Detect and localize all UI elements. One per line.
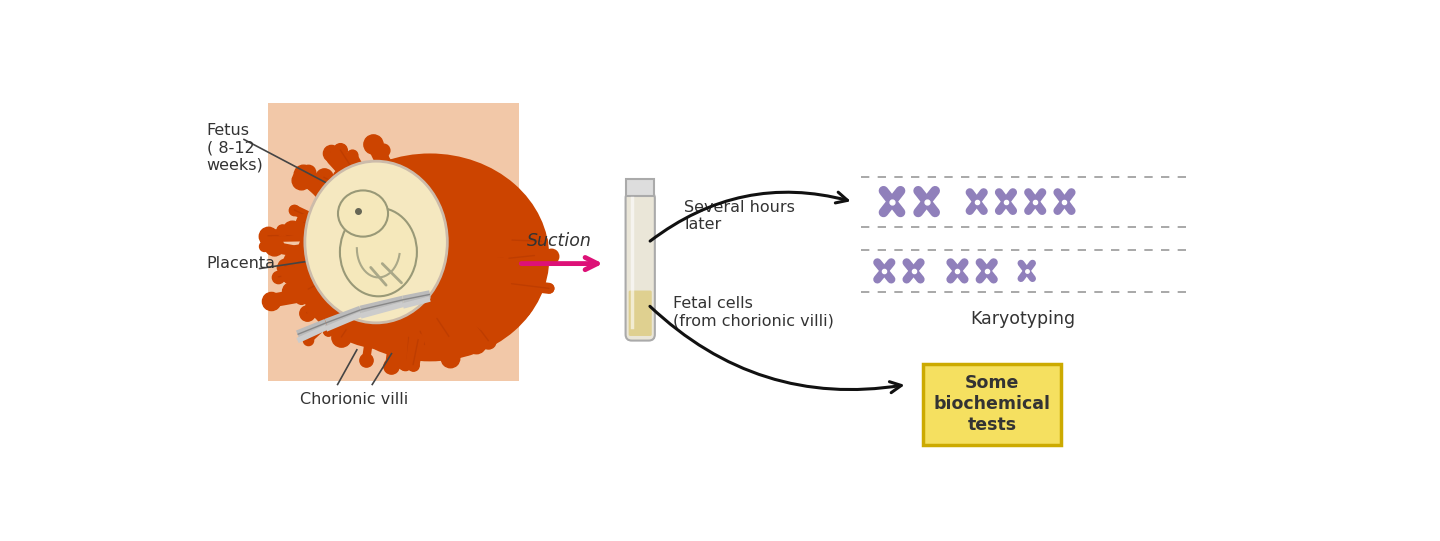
Ellipse shape bbox=[311, 154, 549, 361]
Text: Chorionic villi: Chorionic villi bbox=[301, 392, 409, 407]
Ellipse shape bbox=[340, 208, 418, 296]
Text: Fetal cells
(from chorionic villi): Fetal cells (from chorionic villi) bbox=[672, 296, 834, 328]
Bar bbox=[268, 103, 518, 381]
Ellipse shape bbox=[334, 207, 449, 307]
FancyBboxPatch shape bbox=[625, 192, 655, 341]
FancyBboxPatch shape bbox=[923, 364, 1061, 445]
Text: Suction: Suction bbox=[527, 232, 592, 250]
Text: Karyotyping: Karyotyping bbox=[971, 310, 1076, 328]
Ellipse shape bbox=[338, 190, 387, 236]
Text: Placenta: Placenta bbox=[207, 256, 275, 271]
Bar bbox=[626, 179, 654, 196]
Text: Fetus
( 8-12
weeks): Fetus ( 8-12 weeks) bbox=[207, 123, 264, 173]
Ellipse shape bbox=[305, 161, 448, 323]
Text: Several hours
later: Several hours later bbox=[684, 200, 795, 232]
Ellipse shape bbox=[315, 157, 530, 342]
Ellipse shape bbox=[295, 180, 488, 350]
Text: Some
biochemical
tests: Some biochemical tests bbox=[933, 374, 1051, 434]
FancyBboxPatch shape bbox=[629, 291, 652, 336]
Ellipse shape bbox=[369, 172, 521, 312]
